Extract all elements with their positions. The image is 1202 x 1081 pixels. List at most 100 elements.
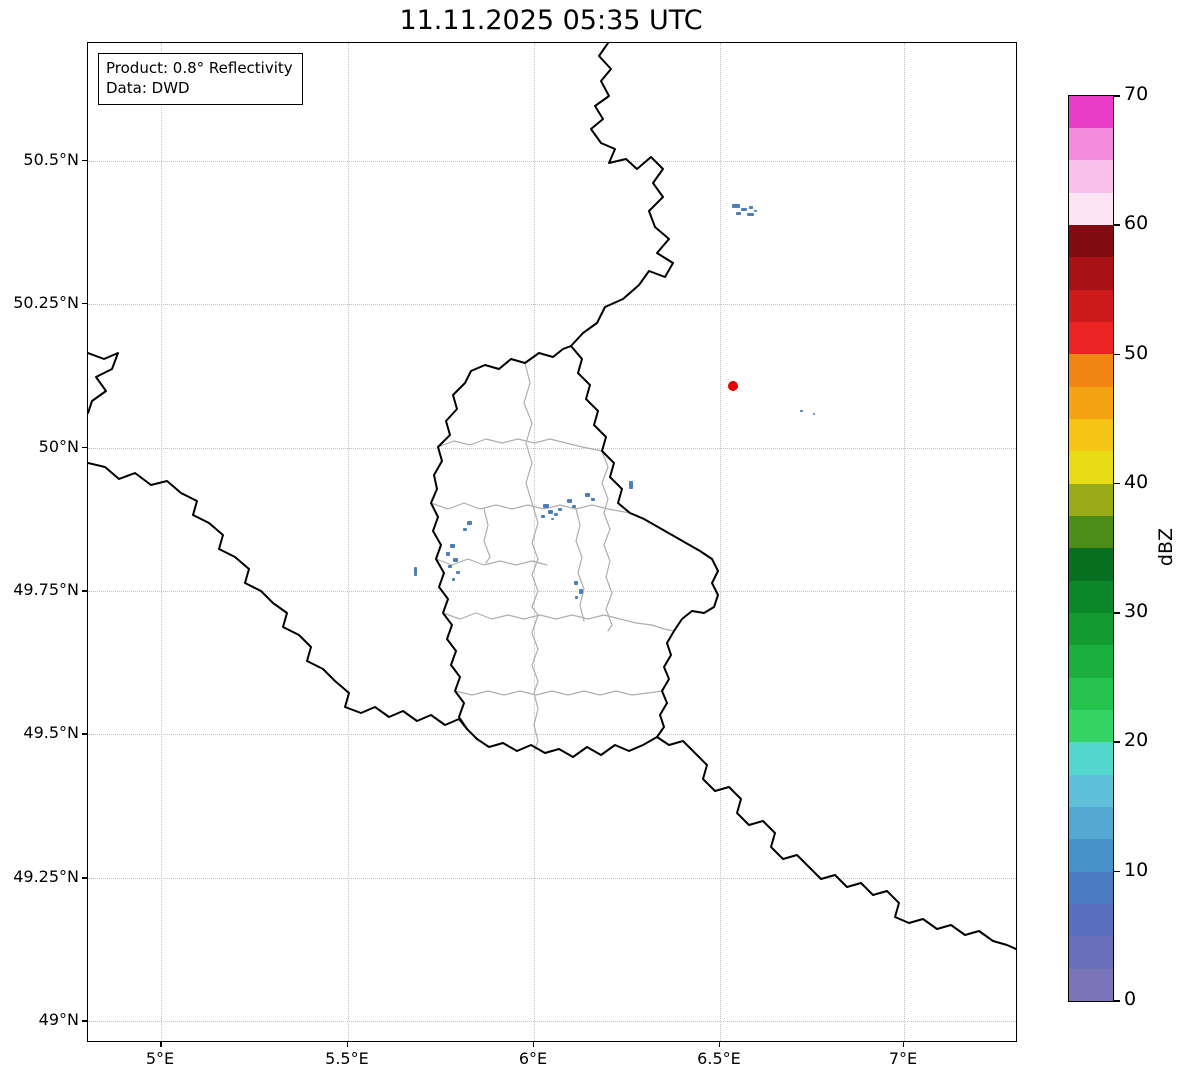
colorbar-tick-mark	[1114, 224, 1120, 226]
colorbar-segment-26	[1069, 128, 1113, 161]
colorbar-segment-7	[1069, 742, 1113, 775]
product-info-box: Product: 0.8° Reflectivity Data: DWD	[98, 53, 303, 105]
map-borders	[88, 43, 1016, 950]
colorbar-tick-label: 10	[1124, 858, 1149, 881]
radar-echo	[453, 558, 458, 562]
colorbar-segment-12	[1069, 580, 1113, 614]
x-tick-mark	[160, 1042, 162, 1047]
colorbar-segment-11	[1069, 613, 1113, 646]
y-tick-mark	[82, 302, 87, 305]
y-tick-label: 50.25°N	[13, 292, 79, 312]
x-tick-mark	[346, 1042, 349, 1047]
y-tick-mark	[82, 733, 87, 735]
border-france-belgium	[88, 462, 468, 730]
colorbar-tick-mark	[1114, 353, 1120, 356]
gridline-horizontal	[88, 734, 1016, 735]
radar-echo	[754, 210, 757, 212]
gridline-vertical	[161, 43, 163, 1041]
gridline-horizontal	[88, 303, 1016, 305]
x-tick-mark	[532, 1042, 535, 1047]
colorbar-tick-label: 0	[1124, 988, 1137, 1010]
gridline-horizontal	[88, 160, 1016, 162]
gridline-vertical	[533, 43, 535, 1041]
colorbar-tick-label: 60	[1124, 212, 1149, 235]
y-tick-label: 50°N	[38, 436, 79, 456]
radar-echo	[548, 510, 553, 514]
gridline-horizontal	[88, 878, 1016, 880]
canton-borders	[430, 362, 675, 752]
colorbar-segment-16	[1069, 451, 1113, 484]
colorbar-segment-8	[1069, 710, 1113, 743]
colorbar-tick-label: 30	[1124, 600, 1149, 623]
border-france-west-segment	[88, 352, 119, 414]
colorbar-segment-23	[1069, 225, 1113, 258]
colorbar-segment-4	[1069, 839, 1113, 872]
y-tick-mark	[82, 159, 87, 162]
colorbar	[1068, 95, 1114, 1002]
x-tick-label: 7°E	[888, 1049, 918, 1068]
radar-echo	[567, 499, 572, 503]
radar-echo	[446, 552, 450, 556]
border-luxembourg	[430, 345, 719, 758]
colorbar-tick-mark	[1114, 482, 1120, 485]
x-tick-mark	[718, 1042, 721, 1047]
y-tick-label: 49.25°N	[13, 867, 79, 887]
y-tick-mark	[82, 446, 87, 449]
colorbar-tick-mark	[1114, 741, 1120, 743]
colorbar-segment-24	[1069, 192, 1113, 226]
radar-echo	[448, 565, 452, 568]
colorbar-segment-10	[1069, 645, 1113, 678]
radar-echo	[541, 515, 545, 518]
map-plot: Product: 0.8° Reflectivity Data: DWD	[87, 42, 1017, 1042]
radar-echo	[629, 481, 633, 489]
colorbar-tick-mark	[1114, 95, 1120, 97]
radar-echo	[543, 504, 549, 508]
radar-echo	[747, 213, 754, 216]
colorbar-segment-19	[1069, 354, 1113, 387]
radar-site-marker	[728, 381, 738, 391]
radar-echo	[467, 521, 472, 525]
colorbar-segment-22	[1069, 257, 1113, 290]
colorbar-segment-2	[1069, 904, 1113, 937]
radar-echo	[572, 505, 576, 508]
colorbar-segment-20	[1069, 322, 1113, 355]
y-tick-label: 50.5°N	[23, 149, 79, 169]
gridline-vertical	[903, 43, 905, 1041]
radar-echo	[450, 544, 455, 548]
colorbar-segment-18	[1069, 386, 1113, 420]
radar-echo	[813, 413, 815, 415]
colorbar-segment-17	[1069, 419, 1113, 452]
colorbar-segment-6	[1069, 774, 1113, 808]
colorbar-segment-27	[1069, 95, 1113, 129]
y-tick-label: 49.75°N	[13, 580, 79, 599]
colorbar-segment-1	[1069, 936, 1113, 969]
colorbar-segment-14	[1069, 516, 1113, 549]
colorbar-tick-label: 70	[1124, 83, 1149, 105]
radar-echo	[585, 493, 590, 497]
colorbar-tick-mark	[1114, 1000, 1120, 1002]
radar-echo	[551, 518, 554, 520]
country-borders	[88, 43, 1016, 950]
product-info-line2: Data: DWD	[106, 79, 190, 98]
x-tick-label: 5.5°E	[325, 1049, 369, 1068]
colorbar-tick-mark	[1114, 612, 1120, 614]
border-france-germany	[656, 736, 1016, 950]
colorbar-segment-3	[1069, 871, 1113, 905]
radar-echo	[452, 578, 455, 581]
radar-echo	[414, 567, 417, 576]
gridline-horizontal	[88, 447, 1016, 449]
colorbar-tick-mark	[1114, 870, 1120, 873]
radar-echo	[732, 204, 740, 208]
gridline-vertical	[347, 43, 349, 1041]
gridline-vertical	[719, 43, 721, 1041]
border-belgium-germany	[570, 43, 674, 347]
radar-echo	[800, 410, 803, 412]
x-tick-label: 6°E	[518, 1049, 548, 1068]
x-tick-label: 6.5°E	[697, 1049, 741, 1068]
gridline-horizontal	[88, 591, 1016, 592]
x-tick-label: 5°E	[145, 1049, 175, 1068]
radar-echo	[575, 596, 578, 599]
y-tick-mark	[82, 1020, 87, 1022]
colorbar-segment-0	[1069, 968, 1113, 1001]
colorbar-segment-25	[1069, 160, 1113, 193]
